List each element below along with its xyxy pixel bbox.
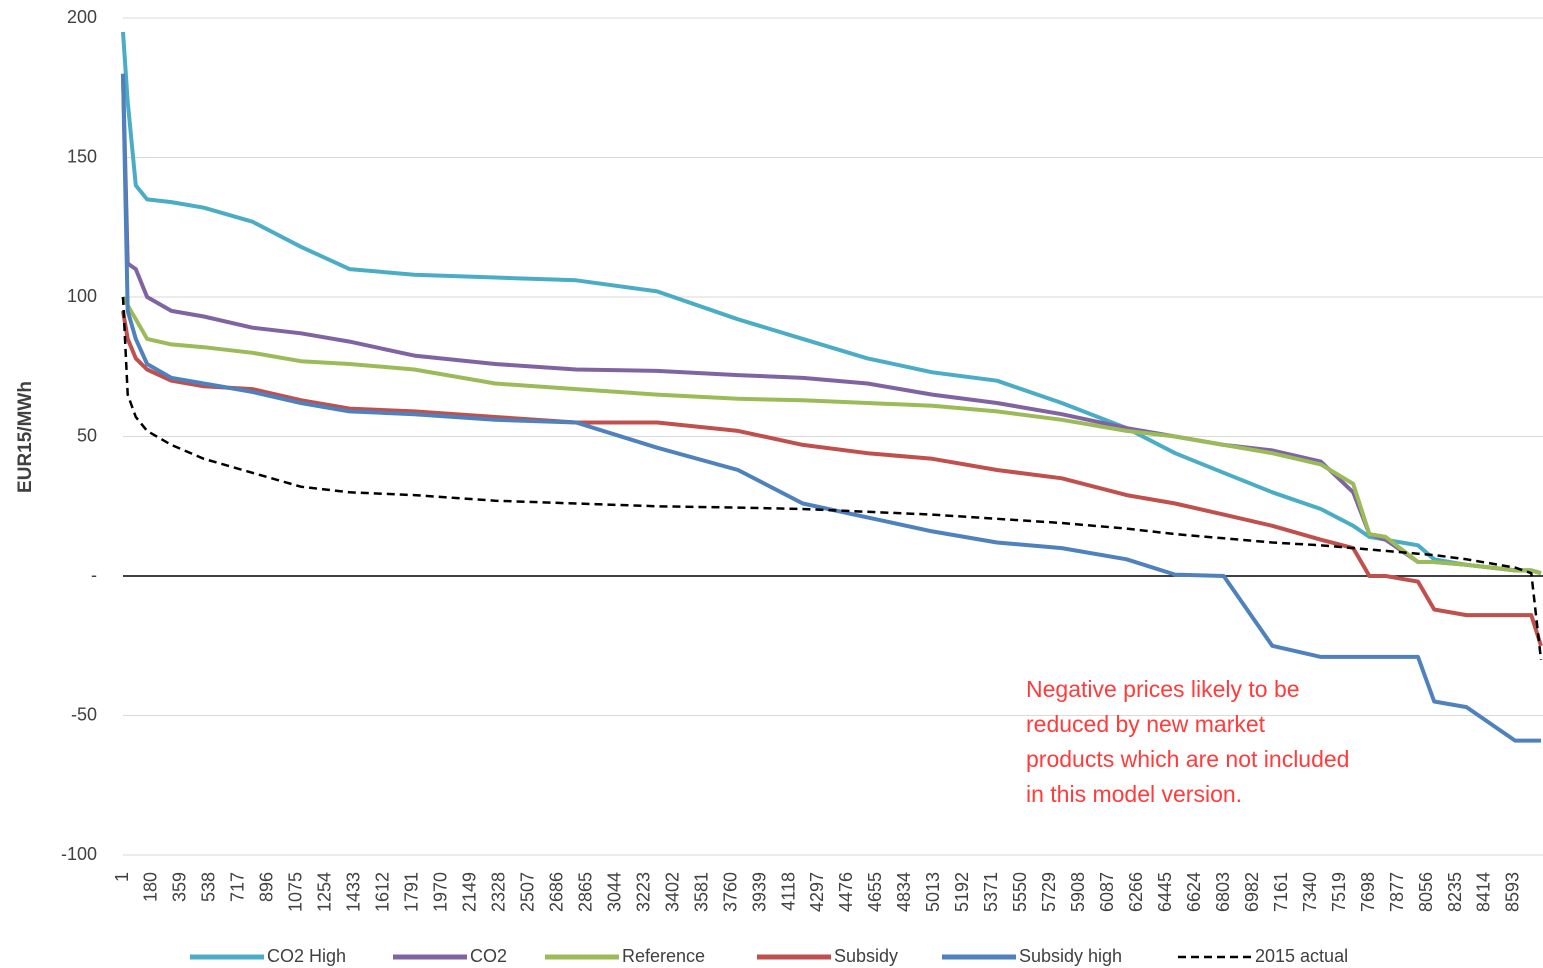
- x-tick-label: 359: [170, 872, 190, 902]
- y-tick-label: -: [91, 565, 97, 585]
- x-tick-label: 5371: [981, 872, 1001, 912]
- x-tick-label: 7877: [1387, 872, 1407, 912]
- x-tick-label: 3939: [749, 872, 769, 912]
- y-axis-label: EUR15/MWh: [15, 381, 36, 493]
- x-tick-label: 4834: [894, 872, 914, 912]
- x-tick-label: 6266: [1126, 872, 1146, 912]
- x-tick-label: 717: [228, 872, 248, 902]
- x-tick-label: 5013: [923, 872, 943, 912]
- legend-label: Reference: [622, 946, 705, 966]
- x-tick-label: 5908: [1068, 872, 1088, 912]
- x-tick-label: 2507: [517, 872, 537, 912]
- x-tick-label: 8593: [1503, 872, 1523, 912]
- series-line: [121, 296, 1543, 660]
- legend-label: Subsidy: [834, 946, 898, 966]
- y-tick-label: 200: [67, 7, 97, 27]
- x-tick-label: 6087: [1097, 872, 1117, 912]
- x-tick-label: 7519: [1329, 872, 1349, 912]
- x-tick-label: 7340: [1300, 872, 1320, 912]
- x-tick-label: 6803: [1213, 872, 1233, 912]
- x-tick-label: 2328: [488, 872, 508, 912]
- annotation: in this model version.: [1026, 781, 1242, 807]
- legend-label: CO2: [470, 946, 507, 966]
- y-tick-label: -50: [71, 704, 97, 724]
- annotation: products which are not included: [1026, 746, 1349, 772]
- x-tick-label: 4655: [865, 872, 885, 912]
- legend-label: Subsidy high: [1019, 946, 1122, 966]
- x-tick-label: 3402: [662, 872, 682, 912]
- series-line: [121, 31, 1542, 576]
- x-tick-label: 1433: [344, 872, 364, 912]
- x-tick-label: 8235: [1445, 872, 1465, 912]
- series-line: [121, 310, 1543, 647]
- x-tick-label: 2686: [546, 872, 566, 912]
- series-line: [121, 73, 1542, 576]
- x-tick-label: 1970: [431, 872, 451, 912]
- x-tick-label: 4476: [836, 872, 856, 912]
- x-tick-label: 1254: [315, 872, 335, 912]
- x-tick-label: 5729: [1039, 872, 1059, 912]
- x-tick-label: 1: [112, 872, 132, 882]
- x-tick-label: 6624: [1184, 872, 1204, 912]
- x-tick-label: 3581: [691, 872, 711, 912]
- x-tick-label: 5192: [952, 872, 972, 912]
- x-tick-label: 4118: [778, 872, 798, 911]
- x-tick-label: 6982: [1242, 872, 1262, 912]
- x-tick-label: 6445: [1155, 872, 1175, 912]
- annotation: reduced by new market: [1026, 711, 1266, 737]
- x-tick-label: 3223: [633, 872, 653, 912]
- x-tick-label: 538: [199, 872, 219, 902]
- x-tick-label: 7698: [1358, 872, 1378, 912]
- series-line: [121, 73, 1541, 743]
- y-tick-label: 150: [67, 146, 97, 166]
- x-tick-label: 5550: [1010, 872, 1030, 912]
- y-tick-label: 50: [77, 425, 97, 445]
- x-tick-label: 2865: [575, 872, 595, 912]
- x-tick-label: 1612: [373, 872, 393, 912]
- x-tick-label: 8414: [1474, 872, 1494, 912]
- x-tick-label: 3044: [604, 872, 624, 912]
- y-tick-label: 100: [67, 286, 97, 306]
- x-tick-label: 7161: [1271, 872, 1291, 912]
- y-tick-label: -100: [61, 844, 97, 864]
- legend-label: CO2 High: [267, 946, 346, 966]
- x-tick-label: 1791: [402, 872, 422, 912]
- series-line: [121, 296, 1542, 576]
- annotation: Negative prices likely to be: [1026, 676, 1300, 702]
- x-tick-label: 1075: [286, 872, 306, 912]
- x-tick-label: 4297: [807, 872, 827, 912]
- x-tick-label: 180: [141, 872, 161, 902]
- legend-label: 2015 actual: [1255, 946, 1348, 966]
- x-tick-label: 2149: [459, 872, 479, 912]
- x-tick-label: 8056: [1416, 872, 1436, 912]
- x-tick-label: 896: [257, 872, 277, 902]
- x-tick-label: 3760: [720, 872, 740, 912]
